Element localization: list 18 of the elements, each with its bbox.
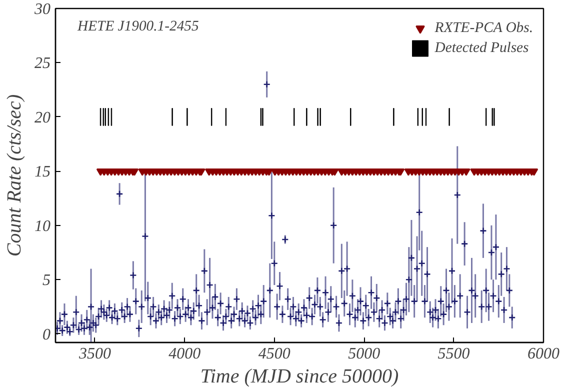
y-tick-label: 15 xyxy=(34,164,50,181)
y-tick-label: 20 xyxy=(34,109,50,126)
legend-label: RXTE-PCA Obs. xyxy=(434,20,533,36)
x-tick-label: 5500 xyxy=(438,346,470,362)
x-tick-label: 6000 xyxy=(528,346,560,362)
x-tick-label: 4500 xyxy=(258,346,290,362)
y-tick-label: 0 xyxy=(42,326,50,344)
x-tick-label: 5000 xyxy=(348,346,380,362)
text: HETE J1900.1-2455 xyxy=(76,18,199,34)
x-tick-label: 4000 xyxy=(168,346,201,362)
y-tick-label: 30 xyxy=(34,1,50,18)
y-axis-title: Count Rate (cts/sec) xyxy=(4,94,26,257)
x-axis-title: Time (MJD since 50000) xyxy=(200,366,399,388)
legend-label: Detected Pulses xyxy=(434,40,529,56)
y-tick-label: 10 xyxy=(34,218,50,235)
x-tick-label: 3500 xyxy=(78,346,111,362)
y-tick-label: 25 xyxy=(34,55,50,72)
y-tick-label: 5 xyxy=(42,272,50,290)
